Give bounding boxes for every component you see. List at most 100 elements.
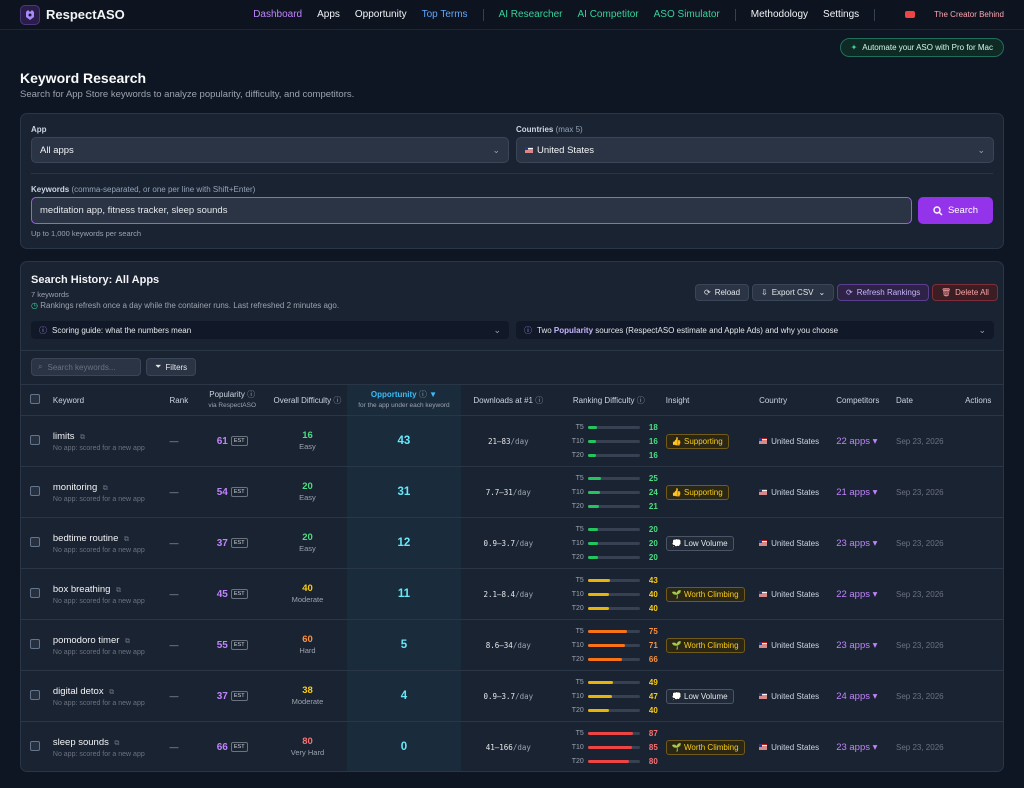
col-ranking-difficulty[interactable]: Ranking Difficulty ⓘ [555,384,662,416]
copy-icon[interactable]: ⧉ [123,535,129,543]
brand-name[interactable]: RespectASO [46,7,125,22]
col-downloads[interactable]: Downloads at #1 ⓘ [460,384,556,416]
keyword-text[interactable]: monitoring [52,481,98,493]
col-competitors[interactable]: Competitors [832,384,892,416]
keyword-text[interactable]: digital detox [52,685,104,697]
competitors-link[interactable]: 23 apps ▾ [836,537,878,549]
export-csv-button[interactable]: ⇩ Export CSV ⌄ [752,284,835,301]
nav-aso-simulator[interactable]: ASO Simulator [653,9,720,20]
country-select[interactable]: United States ⌄ [516,137,994,163]
refresh-rankings-button[interactable]: ⟳ Refresh Rankings [837,284,930,301]
row-checkbox[interactable] [30,537,40,547]
chevron-down-icon: ⌄ [978,324,986,335]
table-row[interactable]: sleep sounds ⧉ No app: scored for a new … [21,721,1003,771]
competitors-link[interactable]: 22 apps ▾ [836,435,878,447]
competitors-cell[interactable]: 23 apps ▾ [832,517,892,569]
competitors-cell[interactable]: 23 apps ▾ [832,619,892,671]
nav-ai-researcher[interactable]: AI Researcher [498,9,563,20]
keyword-sub: No app: scored for a new app [52,648,145,656]
actions-cell [961,517,1003,569]
insight-cell: 👍 Supporting [661,415,756,467]
nav-ai-competitor[interactable]: AI Competitor [577,9,639,20]
copy-icon[interactable]: ⧉ [114,739,120,747]
keyword-text[interactable]: bedtime routine [52,532,119,544]
row-checkbox[interactable] [30,639,40,649]
col-date[interactable]: Date [892,384,962,416]
search-button-label: Search [947,205,979,216]
row-checkbox[interactable] [30,690,40,700]
nav-apps[interactable]: Apps [317,9,340,20]
col-difficulty[interactable]: Overall Difficulty ⓘ [267,384,348,416]
nav-methodology[interactable]: Methodology [750,9,809,20]
us-flag-icon [759,540,768,547]
refresh-icon: ⟳ [846,288,853,297]
table-row[interactable]: digital detox ⧉ No app: scored for a new… [21,670,1003,722]
insight-badge: 💭 Low Volume [665,688,734,704]
col-rank[interactable]: Rank [165,384,197,416]
ranking-difficulty-cell: T5 18 T10 16 T20 16 [555,415,662,467]
date-cell: Sep 23, 2026 [892,568,962,620]
table-row[interactable]: monitoring ⧉ No app: scored for a new ap… [21,466,1003,518]
keyword-text[interactable]: box breathing [52,583,111,595]
copy-icon[interactable]: ⧉ [124,637,130,645]
nav-top-terms[interactable]: Top Terms [421,9,468,20]
app-select[interactable]: All apps ⌄ [31,137,509,163]
col-popularity[interactable]: Popularity ⓘ via RespectASO [196,384,268,416]
col-country[interactable]: Country [755,384,833,416]
competitors-link[interactable]: 23 apps ▾ [836,741,878,753]
copy-icon[interactable]: ⧉ [109,688,115,696]
search-button[interactable]: Search [918,197,993,224]
table-row[interactable]: limits ⧉ No app: scored for a new app — … [21,415,1003,467]
nav-dashboard[interactable]: Dashboard [253,9,303,20]
competitors-cell[interactable]: 24 apps ▾ [832,670,892,722]
competitors-cell[interactable]: 22 apps ▾ [832,415,892,467]
filters-button[interactable]: ⏷ Filters [146,358,197,376]
pro-promo-button[interactable]: ✦ Automate your ASO with Pro for Mac [839,38,1004,57]
app-logo-icon[interactable] [20,4,40,25]
row-checkbox[interactable] [30,486,40,496]
competitors-link[interactable]: 21 apps ▾ [836,486,878,498]
competitors-cell[interactable]: 21 apps ▾ [832,466,892,518]
competitors-link[interactable]: 22 apps ▾ [836,588,878,600]
bar-track [587,745,640,749]
keyword-text[interactable]: limits [52,430,75,442]
col-keyword[interactable]: Keyword [48,384,166,416]
competitors-cell[interactable]: 22 apps ▾ [832,568,892,620]
competitors-link[interactable]: 23 apps ▾ [836,639,878,651]
table-row[interactable]: bedtime routine ⧉ No app: scored for a n… [21,517,1003,569]
bar-track [587,555,640,559]
row-checkbox[interactable] [30,588,40,598]
keyword-search-input[interactable]: ⌕ Search keywords... [31,358,141,376]
copy-icon[interactable]: ⧉ [80,433,86,441]
keyword-text[interactable]: sleep sounds [52,736,109,748]
popularity-cell: 61 EST [196,415,268,467]
col-insight[interactable]: Insight [661,384,756,416]
col-opportunity[interactable]: Opportunity ⓘ ▼ for the app under each k… [347,384,461,416]
insight-badge: 🌱 Worth Climbing [665,739,745,755]
copy-icon[interactable]: ⧉ [102,484,108,492]
row-checkbox[interactable] [30,741,40,751]
nav-opportunity[interactable]: Opportunity [354,9,407,20]
bar-track [587,425,640,429]
delete-all-button[interactable]: 🗑 Delete All [932,284,998,301]
nav-creator[interactable]: The Creator Behind [890,10,1004,19]
keyword-text[interactable]: pomodoro timer [52,634,120,646]
keyword-cell: limits ⧉ No app: scored for a new app [48,415,166,467]
popularity-guide-toggle[interactable]: ⓘ Two Popularity sources (RespectASO est… [516,321,994,339]
row-checkbox[interactable] [30,435,40,445]
table-row[interactable]: pomodoro timer ⧉ No app: scored for a ne… [21,619,1003,671]
rank-difficulty-t20: T20 21 [571,501,658,511]
bar-fill [587,731,634,735]
keywords-input[interactable]: meditation app, fitness tracker, sleep s… [31,197,912,224]
downloads-cell: 0.9–3.7/day [460,670,556,722]
scoring-guide-toggle[interactable]: ⓘ Scoring guide: what the numbers mean ⌄ [31,321,509,339]
bar-fill [587,680,614,684]
copy-icon[interactable]: ⧉ [115,586,121,594]
competitors-cell[interactable]: 23 apps ▾ [832,721,892,771]
nav-settings[interactable]: Settings [823,9,860,20]
reload-button[interactable]: ⟳ Reload [695,284,750,301]
date-cell: Sep 23, 2026 [892,466,962,518]
table-row[interactable]: box breathing ⧉ No app: scored for a new… [21,568,1003,620]
competitors-link[interactable]: 24 apps ▾ [836,690,878,702]
select-all-checkbox[interactable] [30,394,40,404]
